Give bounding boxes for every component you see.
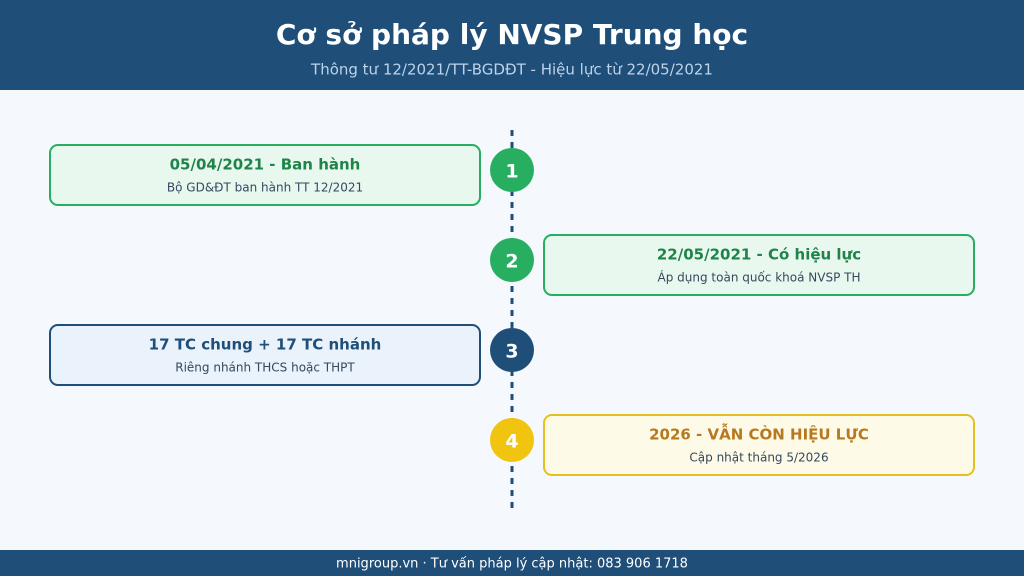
event-title: 2026 - VẪN CÒN HIỆU LỰC	[649, 423, 869, 444]
step-dot	[490, 418, 534, 462]
step-dot	[490, 238, 534, 282]
event-title: 17 TC chung + 17 TC nhánh	[149, 336, 382, 354]
footer-text: mnigroup.vn · Tư vấn pháp lý cập nhật: 0…	[336, 557, 688, 572]
timeline: 05/04/2021 - Ban hành Bộ GD&ĐT ban hành T…	[49, 144, 975, 476]
step-dot	[490, 148, 534, 192]
footer-bar	[0, 550, 1024, 576]
title: Cơ sở pháp lý NVSP Trung học	[276, 18, 748, 51]
event-card	[543, 414, 975, 476]
event-title: 22/05/2021 - Có hiệu lực	[657, 246, 861, 264]
timeline-item: 2026 - VẪN CÒN HIỆU LỰC Cập nhật tháng 5/…	[490, 414, 975, 476]
timeline-item: 17 TC chung + 17 TC nhánh Riêng nhánh THC…	[49, 324, 534, 386]
step-number: 2	[505, 251, 518, 273]
event-title: 05/04/2021 - Ban hành	[170, 156, 361, 174]
event-description: Riêng nhánh THCS hoặc THPT	[175, 361, 355, 375]
event-card	[543, 234, 975, 296]
step-number: 1	[505, 161, 518, 183]
header-bar	[0, 0, 1024, 90]
step-number: 3	[505, 341, 518, 363]
event-description: Áp dụng toàn quốc khoá NVSP TH	[658, 270, 861, 285]
event-description: Bộ GD&ĐT ban hành TT 12/2021	[167, 181, 363, 195]
event-card	[49, 144, 481, 206]
event-description: Cập nhật tháng 5/2026	[689, 451, 828, 465]
step-number: 4	[505, 431, 518, 453]
step-dot	[490, 328, 534, 372]
subtitle: Thông tư 12/2021/TT-BGDĐT - Hiệu lực từ …	[310, 61, 713, 79]
timeline-item: 05/04/2021 - Ban hành Bộ GD&ĐT ban hành T…	[49, 144, 534, 206]
timeline-item: 22/05/2021 - Có hiệu lực Áp dụng toàn quố…	[490, 234, 975, 296]
event-card	[49, 324, 481, 386]
